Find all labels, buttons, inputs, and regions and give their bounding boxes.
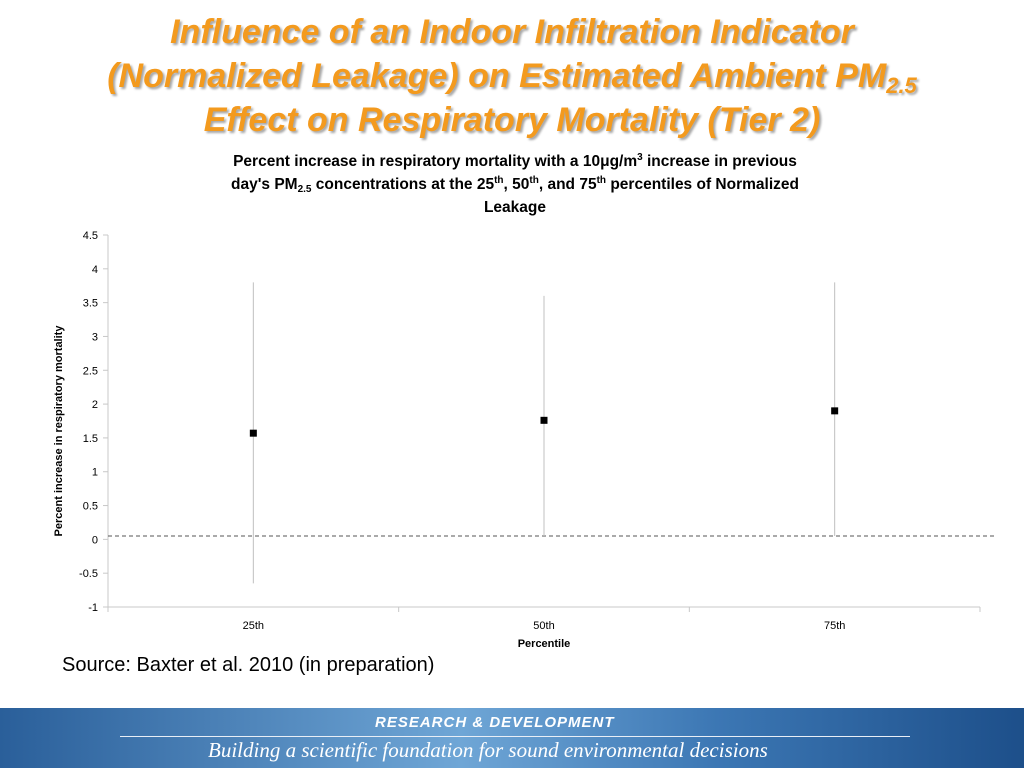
chart-title-sup: 3 (637, 152, 643, 163)
slide-title-line2-text: (Normalized Leakage) on Estimated Ambien… (107, 57, 887, 95)
chart-title-sup: th (596, 175, 607, 186)
y-tick-label: -0.5 (79, 568, 98, 580)
x-tick-label: 75th (824, 620, 845, 632)
footer-banner: RESEARCH & DEVELOPMENT Building a scient… (0, 708, 1024, 768)
x-tick-label: 25th (243, 620, 264, 632)
source-citation: Source: Baxter et al. 2010 (in preparati… (62, 654, 435, 676)
chart-title-text: day's PM (231, 176, 298, 193)
chart-title-text: percentiles of Normalized (606, 176, 799, 193)
y-tick-label: 3.5 (83, 298, 98, 310)
y-tick-label: 4.5 (83, 230, 98, 242)
slide-title-line1: Influence of an Indoor Infiltration Indi… (170, 13, 854, 51)
y-tick-label: 4 (92, 264, 98, 276)
slide-title-line2: (Normalized Leakage) on Estimated Ambien… (0, 54, 1024, 98)
chart-title-sub: 2.5 (297, 184, 312, 195)
data-point (540, 416, 548, 424)
slide-title-subscript: 2.5 (886, 73, 917, 98)
x-tick-label: 50th (533, 620, 554, 632)
y-tick-label: 0.5 (83, 501, 98, 513)
slide-title: Influence of an Indoor Infiltration Indi… (0, 10, 1024, 142)
chart-plot: 4.5 4 3.5 3 2.5 2 1.5 1 0.5 0 -0.5 -1 25th 50th 75th Pe… (53, 230, 996, 650)
slide-title-line3: Effect on Respiratory Mortality (Tier 2) (203, 101, 821, 139)
chart-title-text: μ (600, 153, 610, 170)
chart-title-line1: Percent increase in respiratory mortalit… (130, 150, 900, 173)
chart-title-sup: th (494, 175, 504, 186)
chart-title-text: concentrations at the 25 (311, 176, 495, 193)
chart-title-text: Percent increase in respiratory mortalit… (233, 153, 601, 170)
footer-tagline: Building a scientific foundation for sou… (208, 738, 768, 762)
chart-title: Percent increase in respiratory mortalit… (130, 150, 900, 219)
y-tick-label: 2.5 (83, 365, 98, 377)
footer-heading: RESEARCH & DEVELOPMENT (375, 714, 615, 731)
chart-title-text: increase in previous (642, 153, 797, 170)
chart-title-line2: day's PM2.5 concentrations at the 25th, … (130, 173, 900, 196)
chart-title-text: g/m (609, 153, 638, 170)
chart-title-text: , 50 (503, 176, 530, 193)
chart-title-sup: th (529, 175, 539, 186)
y-tick-label: 3 (92, 331, 98, 343)
y-tick-label: -1 (88, 602, 98, 614)
data-point (831, 407, 839, 415)
y-tick-label: 2 (92, 399, 98, 411)
chart-title-line3: Leakage (483, 199, 547, 216)
y-tick-label: 0 (92, 534, 98, 546)
y-tick-label: 1 (92, 467, 98, 479)
x-axis-title: Percentile (518, 638, 571, 650)
data-point (249, 429, 257, 437)
footer-divider (120, 736, 910, 737)
chart-title-text: , and 75 (538, 176, 597, 193)
y-tick-label: 1.5 (83, 433, 98, 445)
y-axis-title: Percent increase in respiratory mortalit… (53, 325, 65, 537)
